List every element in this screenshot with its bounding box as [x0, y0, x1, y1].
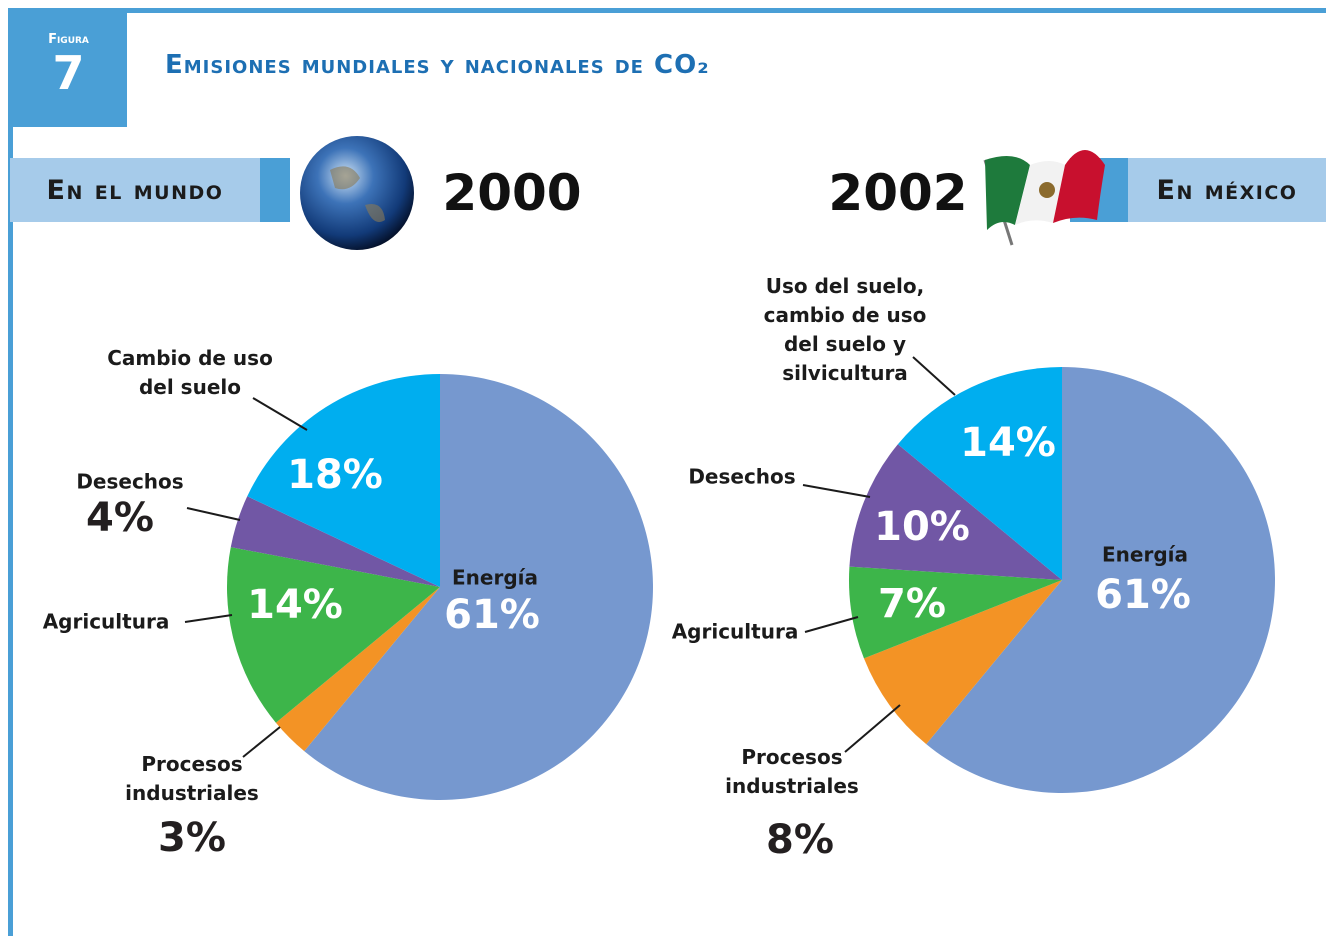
year-label: 2000 [442, 164, 581, 222]
slice-label: Desechos [672, 463, 812, 492]
slice-label: Energía [425, 564, 565, 593]
value-label: 8% [766, 817, 834, 863]
left-rule [8, 8, 13, 936]
flag-icon [985, 150, 1105, 245]
figure-label: Figura [10, 32, 127, 47]
region-label: En el mundo [10, 158, 260, 222]
slice-label: Desechos [60, 468, 200, 497]
top-rule [10, 8, 1326, 13]
figure-title: Emisiones mundiales y nacionales de CO₂ [165, 50, 710, 80]
slice-label: Energía [1075, 541, 1215, 570]
globe-icon [300, 136, 414, 250]
leader-line [253, 398, 307, 430]
leader-line [803, 485, 870, 497]
page: {"header": {"figure_label": "Figura", "f… [0, 0, 1326, 936]
value-label: 18% [287, 452, 383, 498]
banner-left-accent [260, 158, 290, 222]
slice-label: Uso del suelo, cambio de uso del suelo y… [755, 272, 935, 388]
value-label: 3% [158, 815, 226, 861]
slice-label: Agricultura [31, 608, 181, 637]
slice-label: Cambio de uso del suelo [100, 344, 280, 402]
figure-number: 7 [10, 46, 127, 100]
value-label: 14% [960, 420, 1056, 466]
year-label: 2002 [828, 164, 967, 222]
region-label: En méxico [1128, 158, 1326, 222]
value-label: 14% [247, 582, 343, 628]
value-label: 7% [878, 581, 946, 627]
value-label: 4% [86, 495, 154, 541]
slice-label: Procesos industriales [707, 743, 877, 801]
slice-label: Agricultura [660, 618, 810, 647]
value-label: 61% [1095, 572, 1191, 618]
value-label: 61% [444, 592, 540, 638]
leader-line [185, 615, 232, 622]
value-label: 10% [874, 504, 970, 550]
leader-line [187, 508, 240, 520]
leader-line [805, 617, 858, 632]
slice-label: Procesos industriales [107, 750, 277, 808]
